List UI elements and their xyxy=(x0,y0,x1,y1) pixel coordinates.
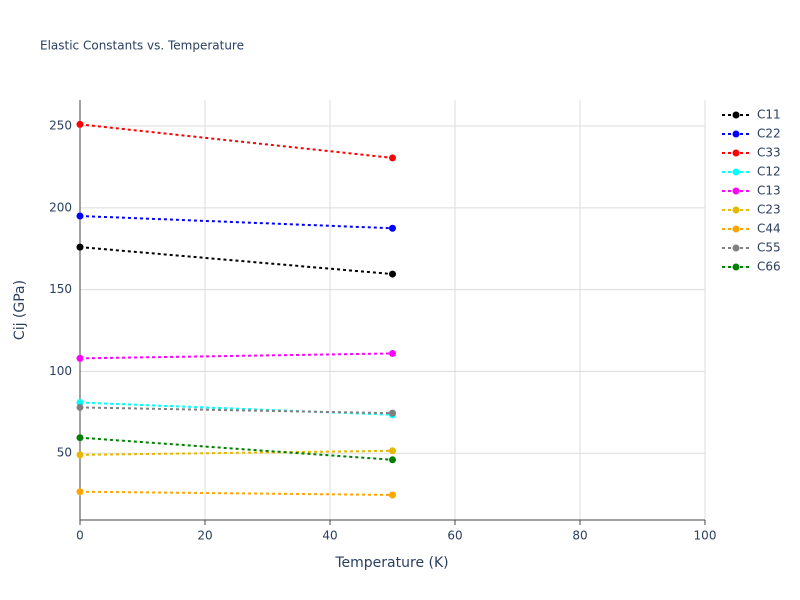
point xyxy=(389,154,396,162)
point xyxy=(389,349,396,357)
x-tick-label: 20 xyxy=(197,529,212,543)
series-line xyxy=(79,406,393,415)
legend-label: C66 xyxy=(757,260,781,274)
legend-label: C55 xyxy=(757,241,781,255)
legend-marker xyxy=(732,187,740,195)
point xyxy=(389,456,396,464)
x-tick-label: 80 xyxy=(572,529,587,543)
legend-marker xyxy=(732,149,740,157)
point xyxy=(389,447,396,455)
point xyxy=(389,409,396,417)
x-tick-label: 60 xyxy=(447,529,462,543)
legend-label: C23 xyxy=(757,203,781,217)
legend-marker xyxy=(732,168,740,176)
legend-label: C13 xyxy=(757,184,781,198)
point xyxy=(76,212,84,220)
legend-marker xyxy=(732,130,740,138)
point xyxy=(76,399,84,407)
legend-marker xyxy=(732,111,740,119)
legend-marker xyxy=(732,263,740,271)
point xyxy=(76,434,84,442)
point xyxy=(76,243,84,251)
point xyxy=(389,491,396,499)
series-line xyxy=(79,436,393,461)
legend-marker xyxy=(732,225,740,233)
y-tick-label: 200 xyxy=(49,200,72,214)
series-line xyxy=(79,215,393,230)
point xyxy=(389,270,396,278)
x-tick-label: 100 xyxy=(694,529,717,543)
y-tick-label: 250 xyxy=(49,119,72,133)
series-line xyxy=(79,352,393,360)
y-tick-label: 100 xyxy=(49,364,72,378)
legend-label: C11 xyxy=(757,108,781,122)
point xyxy=(76,451,84,459)
point xyxy=(76,403,84,411)
chart-title: Elastic Constants vs. Temperature xyxy=(40,39,244,53)
legend-marker xyxy=(732,206,740,214)
y-tick-label: 50 xyxy=(57,446,72,460)
legend-label: C33 xyxy=(757,146,781,160)
series-line xyxy=(79,449,393,456)
point xyxy=(76,488,84,496)
legend-label: C12 xyxy=(757,165,781,179)
point xyxy=(76,354,84,362)
legend-label: C44 xyxy=(757,222,781,236)
point xyxy=(76,120,84,128)
legend-marker xyxy=(732,244,740,252)
x-tick-label: 40 xyxy=(322,529,337,543)
point xyxy=(389,224,396,232)
y-axis-title: Cij (GPa) xyxy=(12,280,28,340)
y-tick-label: 150 xyxy=(49,282,72,296)
x-axis-title: Temperature (K) xyxy=(334,555,448,571)
series-line xyxy=(79,123,393,159)
x-tick-label: 0 xyxy=(76,529,84,543)
series-line xyxy=(79,490,393,496)
series-line xyxy=(79,246,393,276)
legend-label: C22 xyxy=(757,127,781,141)
